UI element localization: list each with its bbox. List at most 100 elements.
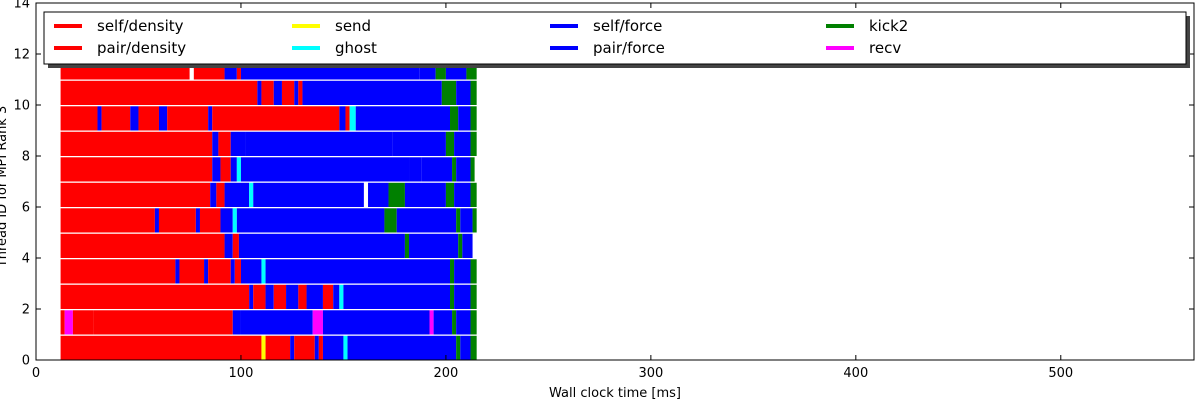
- thread-row: [60, 182, 477, 207]
- task-segment: [339, 284, 344, 309]
- y-tick-label: 10: [13, 99, 30, 114]
- legend-label: send: [335, 17, 371, 35]
- task-segment: [470, 80, 477, 105]
- task-segment: [261, 335, 266, 360]
- task-segment: [64, 310, 73, 335]
- task-segment: [318, 335, 323, 360]
- task-segment: [199, 208, 221, 233]
- y-tick-label: 8: [22, 150, 30, 165]
- task-segment: [257, 80, 262, 105]
- task-segment: [265, 259, 451, 284]
- task-segment: [232, 233, 239, 258]
- task-segment: [245, 131, 393, 156]
- task-segment: [93, 310, 233, 335]
- x-tick-label: 0: [32, 366, 40, 381]
- task-segment: [339, 106, 346, 131]
- task-segment: [454, 259, 471, 284]
- task-segment: [230, 259, 235, 284]
- task-segment: [216, 182, 225, 207]
- legend-entry: pair/density: [54, 39, 186, 57]
- task-segment: [456, 80, 471, 105]
- task-segment: [458, 106, 471, 131]
- task-segment: [130, 106, 139, 131]
- task-segment: [220, 208, 233, 233]
- task-segment: [470, 310, 477, 335]
- legend-entry: recv: [826, 39, 901, 57]
- task-segment: [470, 131, 477, 156]
- task-segment: [347, 335, 457, 360]
- legend-entry: kick2: [826, 17, 908, 35]
- task-segment: [322, 335, 344, 360]
- task-segment: [409, 157, 422, 182]
- legend-label: pair/force: [593, 39, 665, 57]
- task-segment: [224, 233, 233, 258]
- task-segment: [312, 310, 323, 335]
- task-segment: [101, 106, 131, 131]
- task-segment: [470, 106, 477, 131]
- x-tick-label: 400: [843, 366, 868, 381]
- task-segment: [290, 335, 295, 360]
- task-segment: [265, 284, 274, 309]
- task-segment: [60, 80, 258, 105]
- task-segment: [460, 208, 473, 233]
- task-segment: [388, 182, 405, 207]
- x-tick-label: 100: [229, 366, 254, 381]
- y-tick-label: 0: [22, 354, 30, 369]
- x-tick-label: 300: [638, 366, 663, 381]
- task-segment: [281, 80, 295, 105]
- legend-entry: send: [292, 17, 371, 35]
- thread-row: [60, 284, 477, 309]
- legend-entry: ghost: [292, 39, 377, 57]
- task-segment: [450, 259, 455, 284]
- task-segment: [460, 335, 471, 360]
- task-segment: [240, 310, 313, 335]
- task-segment: [472, 208, 477, 233]
- task-segment: [158, 208, 196, 233]
- x-axis-ticks: 0 100 200 300 400 500: [32, 3, 1073, 381]
- task-segment: [208, 259, 231, 284]
- y-axis-ticks: 0 2 4 6 8 10 12 14: [13, 0, 1194, 369]
- task-segment: [343, 284, 451, 309]
- thread-row: [60, 157, 475, 182]
- task-segment: [454, 284, 471, 309]
- task-segment: [60, 310, 65, 335]
- task-segment: [60, 233, 225, 258]
- plot-area-frame: [35, 2, 1195, 361]
- task-segment: [470, 335, 477, 360]
- task-segment: [60, 208, 155, 233]
- task-segment: [404, 233, 410, 258]
- task-segment: [333, 284, 340, 309]
- task-segment: [298, 80, 303, 105]
- thread-row: [60, 208, 477, 233]
- task-segment: [230, 131, 246, 156]
- task-segment: [322, 284, 334, 309]
- task-segment: [234, 259, 241, 284]
- task-segment: [286, 284, 299, 309]
- task-segment: [273, 284, 287, 309]
- task-segment: [298, 284, 307, 309]
- task-segment: [212, 157, 221, 182]
- task-segment: [294, 80, 299, 105]
- task-segment: [60, 106, 98, 131]
- task-segment: [261, 80, 274, 105]
- legend-box: [43, 11, 1187, 65]
- task-segment: [249, 182, 254, 207]
- task-segment: [253, 182, 364, 207]
- task-segment: [392, 131, 446, 156]
- task-segment: [220, 157, 231, 182]
- legend-label: self/force: [593, 17, 662, 35]
- task-segment: [97, 106, 102, 131]
- task-segment: [261, 259, 266, 284]
- task-segment: [355, 106, 451, 131]
- y-tick-label: 12: [13, 48, 30, 63]
- task-segment: [204, 259, 209, 284]
- task-segment: [195, 208, 200, 233]
- legend-label: pair/density: [97, 39, 186, 57]
- task-segment: [294, 335, 315, 360]
- task-segment: [249, 284, 254, 309]
- task-segment: [322, 310, 430, 335]
- y-tick-label: 2: [22, 303, 30, 318]
- task-segment: [232, 208, 237, 233]
- legend-label: kick2: [869, 17, 908, 35]
